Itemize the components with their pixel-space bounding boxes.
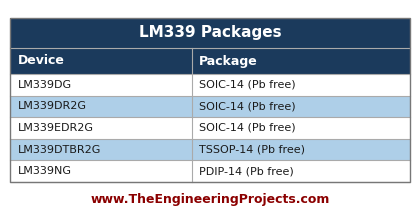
Text: LM339DG: LM339DG [18,80,72,90]
Text: PDIP-14 (Pb free): PDIP-14 (Pb free) [199,166,293,176]
Bar [10,139,410,160]
Text: www.TheEngineeringProjects.com: www.TheEngineeringProjects.com [90,194,330,207]
Text: TSSOP-14 (Pb free): TSSOP-14 (Pb free) [199,145,304,155]
Text: Device: Device [18,55,65,68]
Text: SOIC-14 (Pb free): SOIC-14 (Pb free) [199,80,295,90]
Bar [10,74,410,96]
Bar [10,18,410,48]
Bar [10,48,410,74]
Text: LM339EDR2G: LM339EDR2G [18,123,94,133]
Text: LM339NG: LM339NG [18,166,72,176]
Bar [10,18,410,182]
Text: SOIC-14 (Pb free): SOIC-14 (Pb free) [199,101,295,111]
Text: LM339 Packages: LM339 Packages [139,26,281,40]
Bar [10,160,410,182]
Text: LM339DTBR2G: LM339DTBR2G [18,145,101,155]
Text: LM339DR2G: LM339DR2G [18,101,87,111]
Bar [10,96,410,117]
Text: SOIC-14 (Pb free): SOIC-14 (Pb free) [199,123,295,133]
Bar [10,117,410,139]
Text: Package: Package [199,55,257,68]
